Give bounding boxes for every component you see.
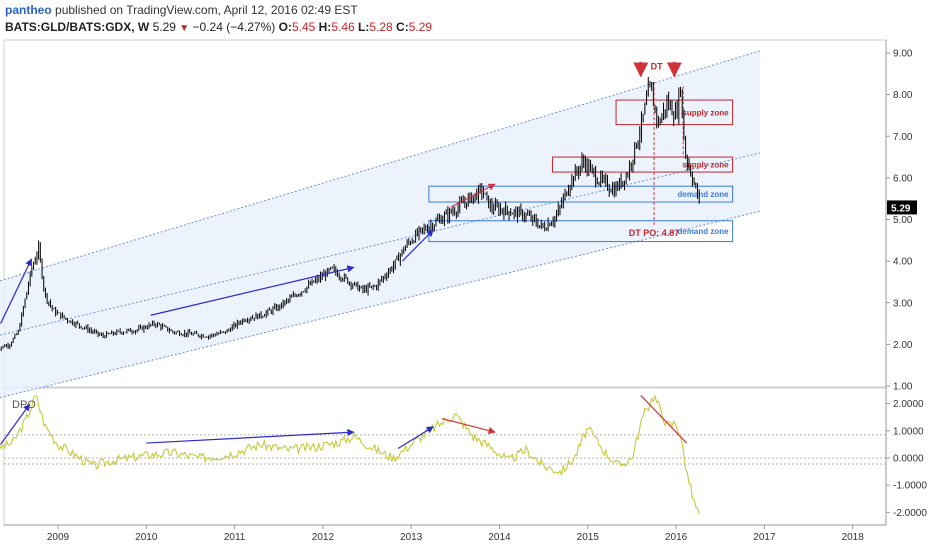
symbol-legend: BATS:GLD/BATS:GDX, W 5.29 ▼ −0.24 (−4.27… [5,20,432,34]
dpo-tick-label-2: 0.0000 [893,454,924,465]
price-change: −0.24 (−4.27%) [192,20,276,34]
channel-fill [0,50,760,398]
demand-zone-label-2: demand zone [677,190,729,199]
price-tick-label-7: 2.00 [893,340,913,351]
price-tick-label-3: 6.00 [893,173,913,184]
dpo-trend-arrow-0[interactable] [0,403,31,445]
dpo-tick-label-0: 2.0000 [893,399,924,410]
publish-header: pantheo published on TradingView.com, Ap… [5,3,358,17]
dpo-line[interactable] [0,394,700,515]
price-tick-label-0: 9.00 [893,49,913,60]
dt-label-1: DT PO: 4.87 [629,228,680,238]
supply-zone-label-0: supply zone [682,108,729,117]
regression-channel[interactable] [0,50,761,399]
open-value: 5.45 [291,20,316,34]
dpo-trend-arrow-2[interactable] [397,426,434,449]
high-label: H: [318,20,332,34]
trend-arrow-1[interactable] [150,265,355,316]
dpo-pane-border [3,387,887,526]
publish-info: published on TradingView.com, April 12, … [55,3,358,17]
annotation-layer: DT DT PO: 4.87 [0,62,684,324]
time-tick-label-9: 2018 [842,532,865,543]
dpo-trend-line-4[interactable] [640,395,688,444]
close-value: 5.29 [408,20,433,34]
supply-zone-label-1: supply zone [682,161,729,170]
time-tick-label-6: 2015 [577,532,600,543]
price-tick-label-4: 5.00 [893,215,913,226]
price-tick-label-2: 7.00 [893,132,913,143]
demand-zone-label-3: demand zone [677,227,729,236]
supply-zone-box-0[interactable] [615,99,734,126]
time-tick-label-0: 2009 [47,532,70,543]
price-tick-label-8: 1.00 [893,382,913,393]
demand-zone-box-2[interactable] [428,185,734,203]
dpo-tick-label-4: -2.0000 [893,508,927,519]
low-label: L: [358,20,370,34]
high-value: 5.46 [331,20,355,34]
close-label: C: [396,20,409,34]
last-price-badge-label: 5.29 [891,203,911,214]
channel-lower[interactable] [0,210,761,399]
dpo-title: DPO [12,399,36,411]
time-tick-label-7: 2016 [665,532,688,543]
trend-arrow-2[interactable] [401,229,434,262]
time-tick-label-2: 2011 [224,532,246,543]
trend-arrow-0[interactable] [0,258,33,324]
dpo-tick-label-1: 1.0000 [893,426,924,437]
symbol-title[interactable]: BATS:GLD/BATS:GDX, W [5,20,150,34]
time-tick-label-5: 2014 [488,532,511,543]
dpo-trend-arrow-1[interactable] [146,428,355,444]
supply-zone-box-1[interactable] [551,156,734,173]
author-name[interactable]: pantheo [5,3,52,17]
price-tick-label-5: 4.00 [893,257,913,268]
time-tick-label-8: 2017 [753,532,776,543]
last-price: 5.29 [152,20,176,34]
time-tick-label-3: 2012 [312,532,335,543]
dpo-series [0,394,886,515]
trend-arrow-3[interactable] [450,183,496,208]
axes-layer: 9.00 8.00 7.00 6.00 5.00 4.00 3.00 2.00 1.00 5.29… [47,49,927,544]
down-triangle-icon: ▼ [179,23,190,34]
open-label: O: [278,20,292,34]
channel-upper[interactable] [0,50,761,282]
last-price-badge [887,200,917,215]
time-tick-label-1: 2010 [135,532,158,543]
low-value: 5.28 [369,20,393,34]
time-tick-label-4: 2013 [400,532,423,543]
price-tick-label-6: 3.00 [893,298,913,309]
dpo-tick-label-3: -1.0000 [893,481,927,492]
price-series [0,77,700,351]
channel-middle[interactable] [0,152,761,336]
price-tick-label-1: 8.00 [893,90,913,101]
dpo-trend-arrow-3[interactable] [441,417,496,435]
dt-label-0: DT [651,62,663,72]
